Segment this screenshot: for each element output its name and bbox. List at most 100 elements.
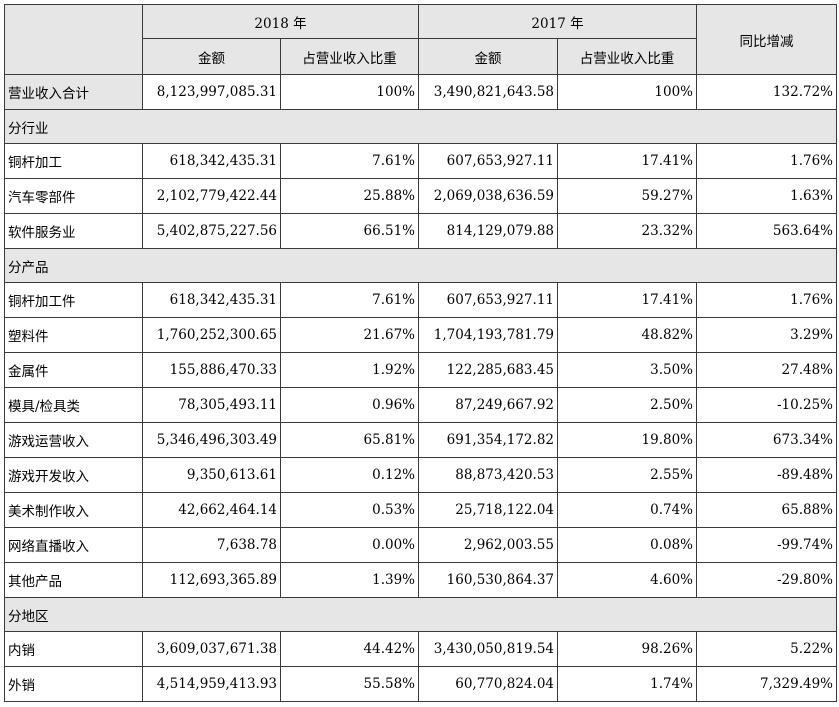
amount-2017: 814,129,079.88	[418, 213, 558, 249]
ratio-2018: 25.88%	[280, 178, 419, 214]
ratio-2017: 98.26%	[557, 631, 697, 667]
amount-2017: 160,530,864.37	[418, 562, 558, 598]
amount-2017: 25,718,122.04	[418, 492, 558, 528]
amount-2017: 607,653,927.11	[418, 143, 558, 179]
ratio-2018: 0.00%	[280, 527, 419, 563]
ratio-2017: 19.80%	[557, 422, 697, 458]
row-label: 其他产品	[4, 562, 143, 598]
ratio-2018: 0.12%	[280, 457, 419, 493]
amount-2018: 618,342,435.31	[142, 282, 281, 318]
table-row: 美术制作收入 42,662,464.14 0.53% 25,718,122.04 0.7…	[4, 492, 837, 528]
ratio-2018: 66.51%	[280, 213, 419, 249]
revenue-breakdown-table: 2018 年 2017 年 同比增减 金额 占营业收入比重 金额 占营业收入比重…	[4, 4, 837, 702]
table-row: 模具/检具类 78,305,493.11 0.96% 87,249,667.92 2.5…	[4, 387, 837, 423]
ratio-2017: 17.41%	[557, 282, 697, 318]
row-label: 美术制作收入	[4, 492, 143, 528]
table-row: 金属件 155,886,470.33 1.92% 122,285,683.45 3.50…	[4, 352, 837, 388]
ratio-2018: 0.53%	[280, 492, 419, 528]
yoy: 1.76%	[696, 143, 837, 179]
amount-2018: 5,402,875,227.56	[142, 213, 281, 249]
section-title: 分产品	[4, 248, 837, 283]
corner-header-cell	[4, 4, 143, 75]
ratio-2018: 7.61%	[280, 143, 419, 179]
table-row: 铜杆加工 618,342,435.31 7.61% 607,653,927.11 17.…	[4, 143, 837, 179]
row-label: 塑料件	[4, 317, 143, 353]
yoy: 1.76%	[696, 282, 837, 318]
total-yoy: 132.72%	[696, 74, 837, 110]
header-year-2017: 2017 年	[418, 4, 697, 39]
total-label: 营业收入合计	[4, 74, 143, 110]
header-amount-2017: 金额	[418, 38, 558, 75]
row-label: 铜杆加工件	[4, 282, 143, 318]
table-row: 软件服务业 5,402,875,227.56 66.51% 814,129,079.8…	[4, 213, 837, 249]
amount-2017: 691,354,172.82	[418, 422, 558, 458]
yoy: 65.88%	[696, 492, 837, 528]
ratio-2017: 2.50%	[557, 387, 697, 423]
total-ratio-2018: 100%	[280, 74, 419, 110]
ratio-2017: 2.55%	[557, 457, 697, 493]
row-label: 游戏运营收入	[4, 422, 143, 458]
row-label: 铜杆加工	[4, 143, 143, 179]
header-ratio-2018: 占营业收入比重	[280, 38, 419, 75]
total-ratio-2017: 100%	[557, 74, 697, 110]
yoy: 5.22%	[696, 631, 837, 667]
table-row: 游戏运营收入 5,346,496,303.49 65.81% 691,354,172.…	[4, 422, 837, 458]
ratio-2018: 1.39%	[280, 562, 419, 598]
row-label: 外销	[4, 666, 143, 702]
yoy: -99.74%	[696, 527, 837, 563]
amount-2017: 60,770,824.04	[418, 666, 558, 702]
row-label: 网络直播收入	[4, 527, 143, 563]
section-row: 分地区	[4, 597, 837, 632]
amount-2017: 122,285,683.45	[418, 352, 558, 388]
row-label: 模具/检具类	[4, 387, 143, 423]
row-label: 游戏开发收入	[4, 457, 143, 493]
amount-2018: 78,305,493.11	[142, 387, 281, 423]
ratio-2018: 55.58%	[280, 666, 419, 702]
ratio-2017: 1.74%	[557, 666, 697, 702]
header-yoy: 同比增减	[696, 4, 837, 75]
yoy: 3.29%	[696, 317, 837, 353]
ratio-2018: 7.61%	[280, 282, 419, 318]
section-row: 分产品	[4, 248, 837, 283]
amount-2018: 7,638.78	[142, 527, 281, 563]
ratio-2017: 4.60%	[557, 562, 697, 598]
yoy: 563.64%	[696, 213, 837, 249]
row-label: 金属件	[4, 352, 143, 388]
yoy: 27.48%	[696, 352, 837, 388]
amount-2017: 2,069,038,636.59	[418, 178, 558, 214]
amount-2018: 155,886,470.33	[142, 352, 281, 388]
table-row: 内销 3,609,037,671.38 44.42% 3,430,050,819.54…	[4, 631, 837, 667]
amount-2017: 2,962,003.55	[418, 527, 558, 563]
amount-2018: 4,514,959,413.93	[142, 666, 281, 702]
section-row: 分行业	[4, 109, 837, 144]
ratio-2018: 1.92%	[280, 352, 419, 388]
ratio-2017: 0.08%	[557, 527, 697, 563]
ratio-2017: 17.41%	[557, 143, 697, 179]
table-row: 汽车零部件 2,102,779,422.44 25.88% 2,069,038,636…	[4, 178, 837, 214]
header-amount-2018: 金额	[142, 38, 281, 75]
ratio-2018: 65.81%	[280, 422, 419, 458]
ratio-2017: 0.74%	[557, 492, 697, 528]
section-title: 分地区	[4, 597, 837, 632]
yoy: -29.80%	[696, 562, 837, 598]
amount-2018: 1,760,252,300.65	[142, 317, 281, 353]
amount-2018: 2,102,779,422.44	[142, 178, 281, 214]
amount-2018: 112,693,365.89	[142, 562, 281, 598]
yoy: -10.25%	[696, 387, 837, 423]
total-amount-2017: 3,490,821,643.58	[418, 74, 558, 110]
header-ratio-2017: 占营业收入比重	[557, 38, 697, 75]
amount-2018: 42,662,464.14	[142, 492, 281, 528]
row-label: 汽车零部件	[4, 178, 143, 214]
yoy: 7,329.49%	[696, 666, 837, 702]
row-label: 软件服务业	[4, 213, 143, 249]
yoy: -89.48%	[696, 457, 837, 493]
ratio-2017: 3.50%	[557, 352, 697, 388]
total-row: 营业收入合计 8,123,997,085.31 100% 3,490,821,6…	[4, 74, 837, 110]
amount-2017: 607,653,927.11	[418, 282, 558, 318]
amount-2018: 618,342,435.31	[142, 143, 281, 179]
total-amount-2018: 8,123,997,085.31	[142, 74, 281, 110]
table-row: 外销 4,514,959,413.93 55.58% 60,770,824.04 1.7…	[4, 666, 837, 702]
yoy: 1.63%	[696, 178, 837, 214]
yoy: 673.34%	[696, 422, 837, 458]
table-row: 网络直播收入 7,638.78 0.00% 2,962,003.55 0.08% -99.…	[4, 527, 837, 563]
